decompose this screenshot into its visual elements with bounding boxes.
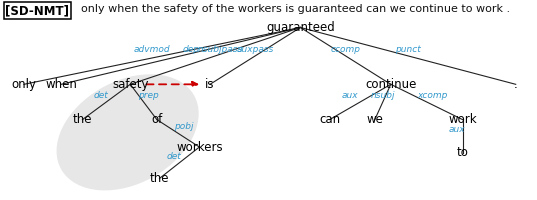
Text: we: we: [366, 113, 383, 126]
Text: .: .: [514, 78, 518, 91]
Text: xcomp: xcomp: [417, 91, 447, 100]
Text: guaranteed: guaranteed: [266, 21, 335, 34]
Text: the: the: [150, 172, 169, 185]
Text: punct: punct: [395, 45, 421, 54]
Text: aux: aux: [341, 91, 358, 100]
Text: can: can: [319, 113, 340, 126]
Text: advmod: advmod: [133, 45, 170, 54]
Text: prep: prep: [139, 91, 159, 100]
Text: aux: aux: [449, 125, 466, 134]
Text: safety: safety: [112, 78, 149, 91]
Text: nsubjpass: nsubjpass: [198, 45, 243, 54]
Text: dep: dep: [183, 45, 200, 54]
Text: nsubj: nsubj: [371, 91, 395, 100]
Text: ccomp: ccomp: [331, 45, 360, 54]
Text: only when the safety of the workers is guaranteed can we continue to work .: only when the safety of the workers is g…: [75, 4, 511, 14]
Text: to: to: [456, 146, 468, 159]
Text: only: only: [11, 78, 37, 91]
Text: is: is: [205, 78, 215, 91]
Text: continue: continue: [365, 78, 417, 91]
Text: the: the: [72, 113, 92, 126]
Ellipse shape: [56, 74, 199, 190]
Text: when: when: [45, 78, 77, 91]
Text: pobj: pobj: [173, 122, 193, 131]
Text: work: work: [448, 113, 477, 126]
Text: [SD-NMT]: [SD-NMT]: [5, 4, 69, 17]
Text: auxpass: auxpass: [236, 45, 274, 54]
Text: workers: workers: [176, 141, 223, 154]
Text: of: of: [151, 113, 163, 126]
Text: det: det: [167, 152, 182, 161]
Text: det: det: [93, 91, 108, 100]
